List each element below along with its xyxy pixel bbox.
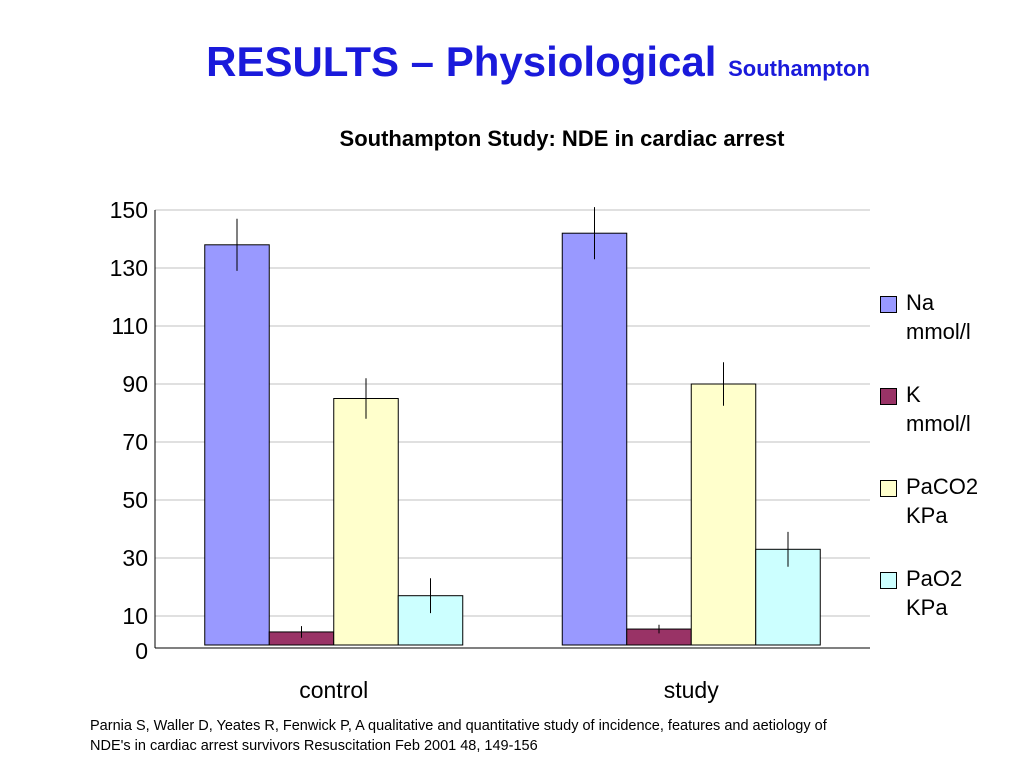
- x-tick-label: control: [299, 677, 368, 703]
- y-tick-label: 130: [110, 255, 148, 281]
- legend-item: PaCO2 KPa: [880, 472, 1016, 564]
- x-tick-label: study: [664, 677, 719, 703]
- y-tick-label: 150: [110, 197, 148, 223]
- legend-swatch: [880, 480, 897, 497]
- y-tick-label: 10: [122, 603, 148, 629]
- legend-swatch: [880, 388, 897, 405]
- slide-title-suffix: Southampton: [728, 56, 870, 81]
- y-tick-label: 30: [122, 545, 148, 571]
- legend-item: Na mmol/l: [880, 288, 1016, 380]
- bar: [690, 383, 757, 646]
- bar: [204, 244, 270, 646]
- y-tick-label: 90: [122, 371, 148, 397]
- slide-title-main: RESULTS – Physiological: [206, 38, 717, 85]
- y-tick-label: 50: [122, 487, 148, 513]
- chart-title: Southampton Study: NDE in cardiac arrest: [339, 126, 785, 151]
- bar: [561, 232, 628, 646]
- citation-line-1: Parnia S, Waller D, Yeates R, Fenwick P,…: [90, 718, 827, 734]
- y-tick-label: 110: [111, 313, 148, 339]
- y-tick-label: 70: [122, 429, 148, 455]
- slide-title: RESULTS – Physiological Southampton: [0, 38, 1024, 86]
- bar: [333, 398, 399, 646]
- y-tick-label: 0: [135, 638, 148, 664]
- legend-swatch: [880, 296, 897, 313]
- citation-line-2: NDE's in cardiac arrest survivors Resusc…: [90, 738, 538, 754]
- legend-item: PaO2 KPa: [880, 564, 1016, 656]
- citation: Parnia S, Waller D, Yeates R, Fenwick P,…: [90, 716, 970, 756]
- legend-label: Na mmol/l: [906, 290, 971, 344]
- legend-label: PaO2 KPa: [906, 566, 963, 620]
- legend-label: PaCO2 KPa: [906, 474, 979, 528]
- legend-swatch: [880, 572, 897, 589]
